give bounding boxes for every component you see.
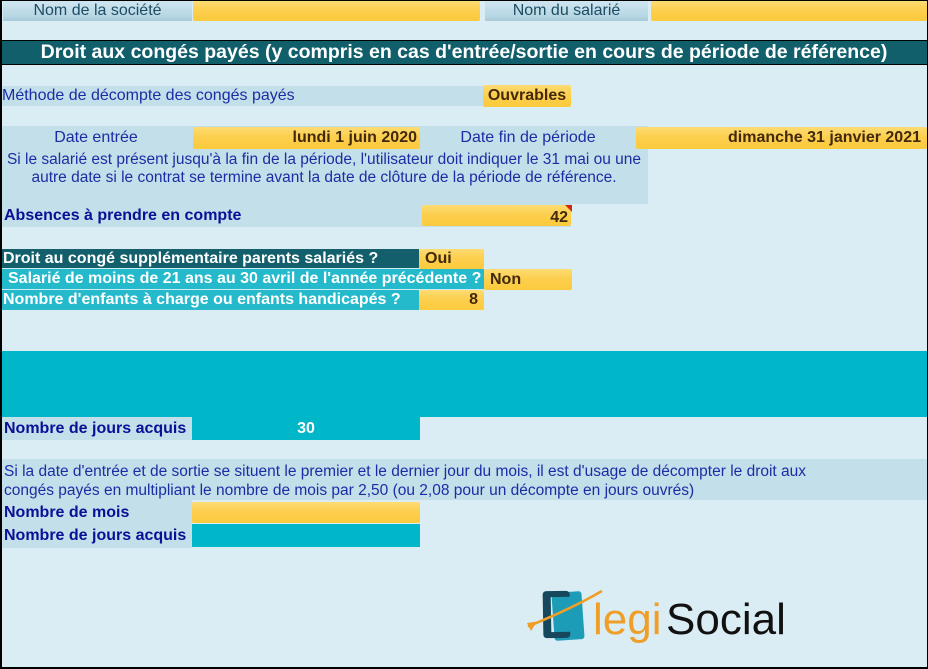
svg-text:Social: Social	[666, 595, 786, 644]
svg-text:legi: legi	[593, 595, 662, 644]
